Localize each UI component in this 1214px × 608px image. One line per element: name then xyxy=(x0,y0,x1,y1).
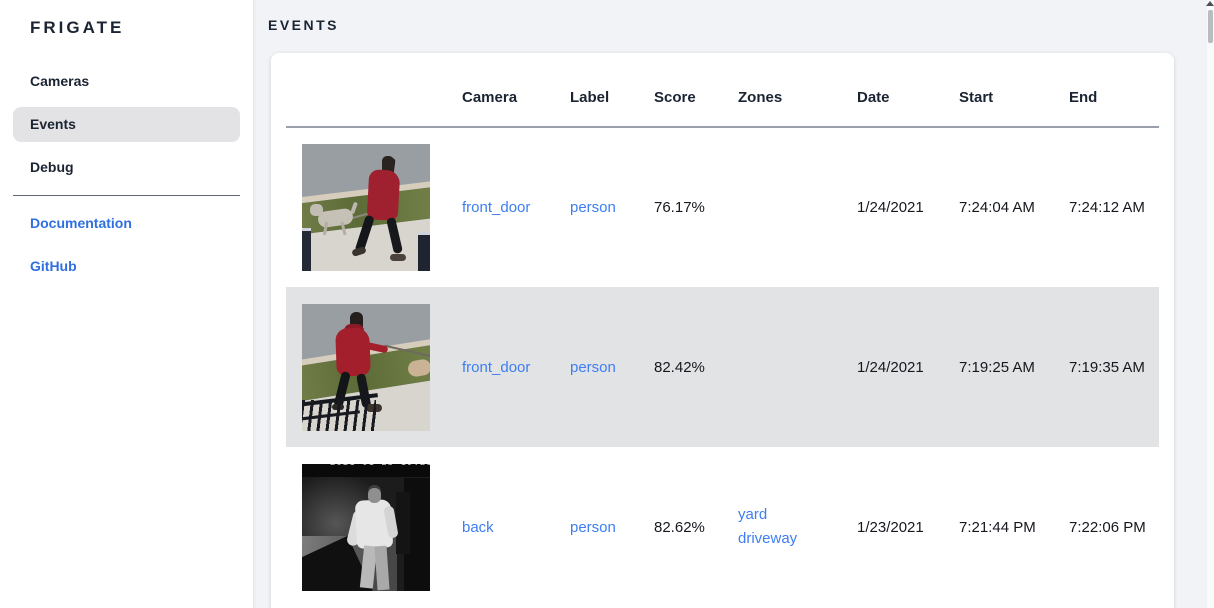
sidebar-item-debug[interactable]: Debug xyxy=(30,159,74,175)
camera-timestamp-overlay: 2021-01-23 19:21:44 xyxy=(302,463,430,477)
end-time-value: 7:22:06 PM xyxy=(1069,518,1146,536)
column-header-score: Score xyxy=(638,53,722,128)
column-header-date: Date xyxy=(841,53,943,128)
score-value: 82.62% xyxy=(654,518,705,536)
event-thumbnail[interactable] xyxy=(302,303,430,431)
zones-cell: yard driveway xyxy=(722,447,841,607)
start-time-value: 7:24:04 AM xyxy=(959,199,1035,216)
events-table: Camera Label Score Zones Date Start End xyxy=(286,53,1159,607)
column-header-label: Label xyxy=(554,53,638,128)
end-time-value: 7:19:35 AM xyxy=(1069,358,1145,376)
scrollbar-up-icon[interactable] xyxy=(1206,1,1214,6)
label-link[interactable]: person xyxy=(570,518,616,536)
page-title: EVENTS xyxy=(268,17,340,33)
start-time-value: 7:21:44 PM xyxy=(959,518,1036,536)
column-header-zones: Zones xyxy=(722,53,841,128)
event-thumbnail[interactable]: 2021-01-23 19:21:44 xyxy=(302,463,430,591)
sidebar-item-events[interactable]: Events xyxy=(13,107,240,142)
sidebar-link-documentation[interactable]: Documentation xyxy=(30,215,132,231)
event-row[interactable]: 2021-01-23 19:21:44 back person 82.62% y… xyxy=(286,447,1159,607)
sidebar-divider xyxy=(13,195,240,196)
column-header-end: End xyxy=(1053,53,1159,128)
events-card: Camera Label Score Zones Date Start End xyxy=(271,53,1174,608)
scrollbar-thumb[interactable] xyxy=(1208,10,1213,43)
label-link[interactable]: person xyxy=(570,358,616,376)
vertical-scrollbar[interactable] xyxy=(1206,0,1214,608)
event-thumbnail[interactable] xyxy=(302,144,430,271)
label-link[interactable]: person xyxy=(570,199,616,216)
column-header-start: Start xyxy=(943,53,1053,128)
sidebar-nav: Cameras Events Debug Documentation GitHu… xyxy=(0,64,253,284)
start-time-value: 7:19:25 AM xyxy=(959,358,1035,376)
date-value: 1/24/2021 xyxy=(857,358,924,376)
zone-link[interactable]: driveway xyxy=(738,530,798,547)
zones-cell xyxy=(722,287,841,447)
person-graphic xyxy=(382,156,394,172)
camera-link[interactable]: back xyxy=(462,518,494,536)
date-value: 1/24/2021 xyxy=(857,199,924,216)
end-time-value: 7:24:12 AM xyxy=(1069,199,1145,216)
column-header-camera: Camera xyxy=(446,53,554,128)
sidebar-item-cameras[interactable]: Cameras xyxy=(30,73,90,89)
event-row-selected[interactable]: front_door person 82.42% 1/24/2021 7:19:… xyxy=(286,287,1159,447)
sidebar-link-github[interactable]: GitHub xyxy=(30,258,77,274)
app-title: FRIGATE xyxy=(30,18,125,37)
camera-link[interactable]: front_door xyxy=(462,199,531,216)
zones-cell xyxy=(722,127,841,287)
score-value: 82.42% xyxy=(654,358,705,376)
event-row[interactable]: front_door person 76.17% 1/24/2021 7:24:… xyxy=(286,127,1159,287)
zone-link[interactable]: yard xyxy=(738,506,768,523)
main-content: EVENTS Camera Label Score Zones Date Sta… xyxy=(253,0,1214,608)
table-header-row: Camera Label Score Zones Date Start End xyxy=(286,53,1159,128)
camera-link[interactable]: front_door xyxy=(462,358,531,376)
sidebar: FRIGATE Cameras Events Debug Documentati… xyxy=(0,0,253,608)
score-value: 76.17% xyxy=(654,199,705,216)
column-header-thumbnail xyxy=(286,53,446,128)
date-value: 1/23/2021 xyxy=(857,518,924,536)
